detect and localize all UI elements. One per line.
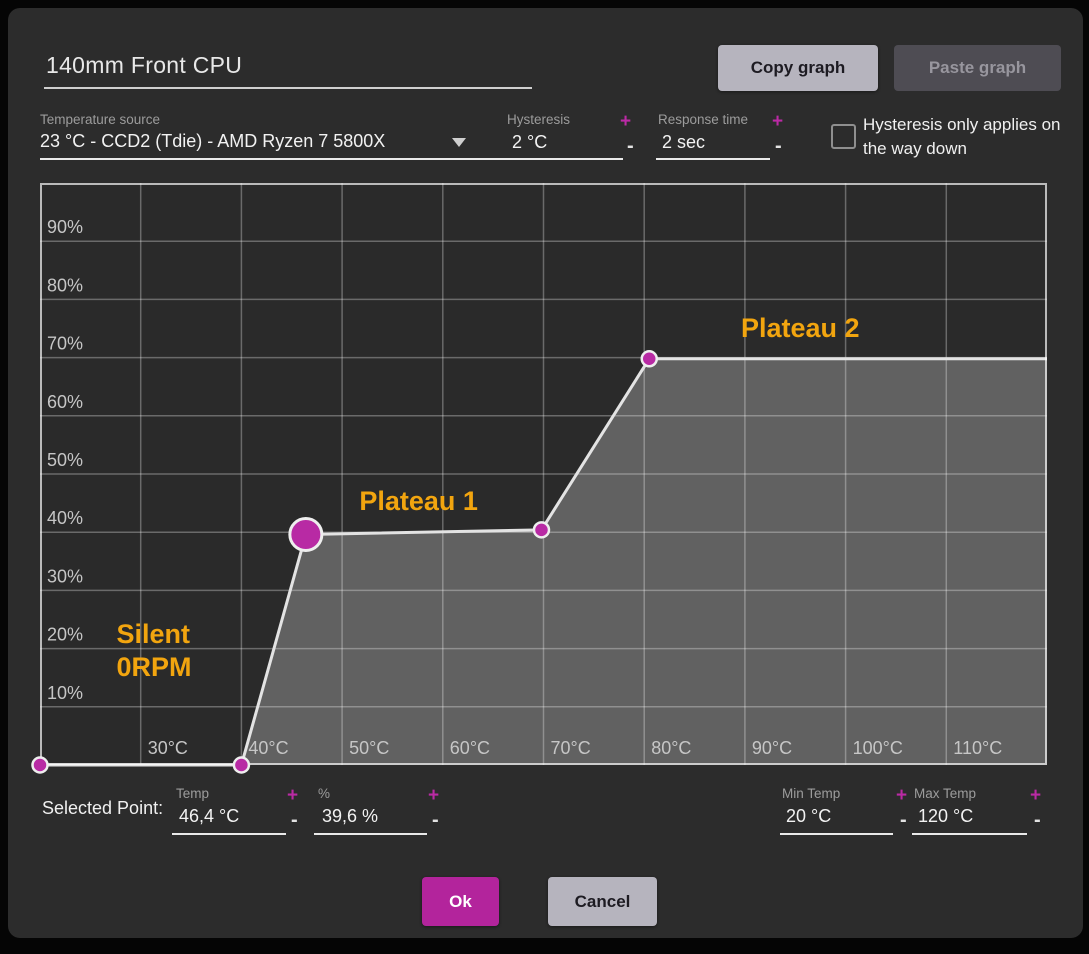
min-temp-underline bbox=[780, 833, 893, 835]
max-temp-increase-button[interactable]: + bbox=[1030, 785, 1042, 806]
min-temp-input[interactable]: 20 °C bbox=[786, 806, 832, 826]
cancel-button[interactable]: Cancel bbox=[548, 877, 657, 926]
annotation-plateau-1: Plateau 1 bbox=[359, 486, 478, 516]
y-tick-label: 30% bbox=[47, 566, 83, 586]
selected-percent-decrease-button[interactable]: - bbox=[432, 809, 439, 831]
hysteresis-input[interactable]: 2 °C bbox=[512, 132, 548, 152]
max-temp-input[interactable]: 120 °C bbox=[918, 806, 974, 826]
y-tick-label: 60% bbox=[47, 392, 83, 412]
ok-button[interactable]: Ok bbox=[422, 877, 499, 926]
selected-temp-input[interactable]: 46,4 °C bbox=[179, 806, 240, 826]
y-tick-label: 80% bbox=[47, 275, 83, 295]
y-tick-label: 50% bbox=[47, 450, 83, 470]
y-tick-label: 10% bbox=[47, 683, 83, 703]
response-time-underline bbox=[656, 158, 770, 160]
y-tick-label: 90% bbox=[47, 217, 83, 237]
max-temp-decrease-button[interactable]: - bbox=[1034, 809, 1041, 831]
paste-graph-button[interactable]: Paste graph bbox=[894, 45, 1061, 91]
min-temp-increase-button[interactable]: + bbox=[896, 785, 908, 806]
chart-border bbox=[40, 183, 1047, 765]
x-tick-label: 70°C bbox=[551, 738, 591, 758]
chart-plot-background bbox=[40, 183, 1047, 765]
x-tick-label: 60°C bbox=[450, 738, 490, 758]
x-tick-label: 50°C bbox=[349, 738, 389, 758]
curve-area-fill bbox=[40, 358, 1047, 765]
hysteresis-label: Hysteresis bbox=[507, 112, 571, 127]
hysteresis-increase-button[interactable]: + bbox=[620, 111, 632, 132]
y-tick-label: 20% bbox=[47, 625, 83, 645]
max-temp-underline bbox=[912, 833, 1027, 835]
selected-temp-label: Temp bbox=[176, 786, 210, 801]
hysteresis-underline bbox=[505, 158, 623, 160]
selected-percent-input[interactable]: 39,6 % bbox=[322, 806, 379, 826]
selected-temp-underline bbox=[172, 833, 286, 835]
copy-graph-button[interactable]: Copy graph bbox=[718, 45, 878, 91]
temperature-source-label: Temperature source bbox=[40, 112, 161, 127]
response-time-decrease-button[interactable]: - bbox=[775, 135, 782, 157]
selected-temp-decrease-button[interactable]: - bbox=[291, 809, 298, 831]
y-tick-label: 40% bbox=[47, 508, 83, 528]
page-title: 140mm Front CPU bbox=[46, 52, 243, 78]
y-tick-label: 70% bbox=[47, 334, 83, 354]
x-tick-label: 100°C bbox=[853, 738, 903, 758]
selected-percent-increase-button[interactable]: + bbox=[428, 785, 440, 806]
temperature-source-underline bbox=[40, 158, 532, 160]
hysteresis-decrease-button[interactable]: - bbox=[627, 135, 634, 157]
x-tick-label: 40°C bbox=[248, 738, 288, 758]
response-time-label: Response time bbox=[658, 112, 749, 127]
x-tick-label: 110°C bbox=[953, 738, 1002, 758]
curve-point-selected[interactable] bbox=[288, 517, 324, 553]
hysteresis-direction-checkbox[interactable] bbox=[831, 124, 856, 149]
x-tick-label: 30°C bbox=[148, 738, 188, 758]
selected-temp-increase-button[interactable]: + bbox=[287, 785, 299, 806]
x-tick-label: 90°C bbox=[752, 738, 792, 758]
title-underline bbox=[44, 87, 532, 89]
annotation-plateau-2: Plateau 2 bbox=[741, 313, 860, 343]
max-temp-label: Max Temp bbox=[914, 786, 977, 801]
x-tick-label: 80°C bbox=[651, 738, 691, 758]
selected-percent-label: % bbox=[318, 786, 331, 801]
min-temp-label: Min Temp bbox=[782, 786, 841, 801]
annotation-0rpm: 0RPM bbox=[117, 652, 192, 682]
annotation-silent: Silent bbox=[117, 619, 191, 649]
fan-curve-chart[interactable]: 30°C 40°C 50°C 60°C 70°C 80°C 90°C 100°C 110°C 10… bbox=[31, 183, 1047, 774]
curve-point[interactable] bbox=[31, 756, 49, 774]
response-time-increase-button[interactable]: + bbox=[772, 111, 784, 132]
curve-point[interactable] bbox=[232, 756, 251, 774]
selected-percent-underline bbox=[314, 833, 427, 835]
response-time-input[interactable]: 2 sec bbox=[662, 132, 706, 152]
hysteresis-direction-checkbox-label: Hysteresis only applies on the way down bbox=[863, 115, 1061, 158]
curve-point[interactable] bbox=[640, 350, 658, 368]
curve-point[interactable] bbox=[532, 521, 551, 539]
selected-point-label: Selected Point: bbox=[42, 798, 164, 818]
min-temp-decrease-button[interactable]: - bbox=[900, 809, 907, 831]
temperature-source-select[interactable]: 23 °C - CCD2 (Tdie) - AMD Ryzen 7 5800X bbox=[40, 131, 386, 151]
chevron-down-icon[interactable] bbox=[452, 138, 466, 147]
